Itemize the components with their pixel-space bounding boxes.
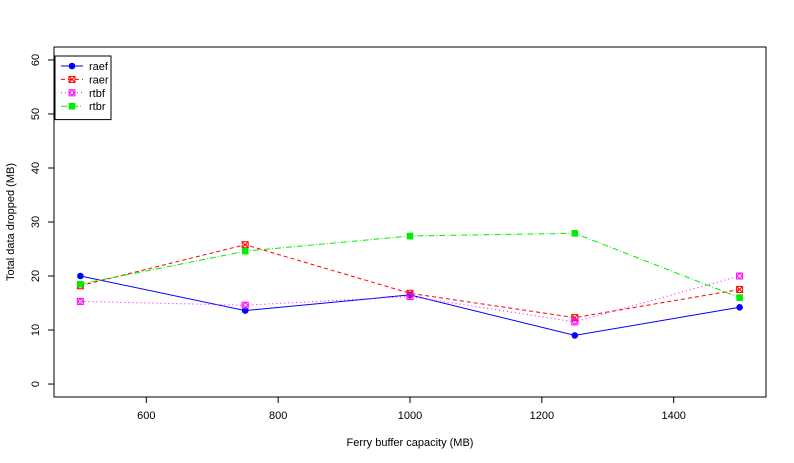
data-point-raef bbox=[571, 332, 579, 339]
data-point-rtbf bbox=[736, 272, 744, 280]
x-tick-label: 1400 bbox=[661, 410, 685, 422]
data-point-raer bbox=[241, 241, 249, 249]
legend-box bbox=[54, 55, 112, 121]
marker-box bbox=[571, 314, 579, 322]
series-line-rtbr bbox=[80, 232, 740, 299]
marker-box bbox=[736, 272, 744, 280]
y-tick-label: 20 bbox=[30, 270, 42, 282]
y-axis-title: Total data dropped (MB) bbox=[5, 163, 17, 281]
legend-label: rtbr bbox=[89, 101, 106, 113]
legend-item-rtbr: rtbr bbox=[61, 101, 106, 113]
legend-marker bbox=[68, 102, 76, 110]
series-line-raef bbox=[80, 275, 740, 336]
legend-label: rtbf bbox=[89, 88, 106, 100]
legend-item-raef: raef bbox=[61, 61, 109, 73]
data-point-rtbr bbox=[571, 230, 579, 237]
marker-ring bbox=[572, 319, 578, 325]
y-tick-label: 30 bbox=[30, 216, 42, 228]
marker-box bbox=[241, 241, 249, 249]
data-point-raef bbox=[736, 304, 743, 311]
marker-box bbox=[736, 286, 744, 294]
y-tick-label: 10 bbox=[30, 324, 42, 336]
x-tick-label: 600 bbox=[137, 410, 155, 422]
marker-ring bbox=[407, 294, 413, 300]
marker-cross bbox=[571, 314, 579, 321]
marker-cross bbox=[241, 241, 249, 249]
marker-ring bbox=[69, 90, 75, 96]
marker-cross bbox=[68, 76, 76, 83]
legend-item-rtbf: rtbf bbox=[61, 88, 106, 100]
legend-marker bbox=[68, 75, 76, 83]
marker-ring bbox=[77, 298, 83, 304]
y-tick-label: 40 bbox=[30, 162, 42, 174]
x-tick-label: 1000 bbox=[398, 410, 422, 422]
plot-frame bbox=[53, 46, 767, 398]
y-tick-label: 50 bbox=[30, 108, 42, 120]
x-axis-title: Ferry buffer capacity (MB) bbox=[347, 437, 474, 449]
series-rtbf bbox=[76, 272, 744, 326]
marker-box bbox=[571, 318, 579, 326]
legend-item-raer: raer bbox=[61, 74, 109, 86]
x-tick-label: 800 bbox=[269, 410, 287, 422]
marker-box bbox=[68, 75, 76, 83]
y-tick-label: 0 bbox=[30, 381, 42, 387]
data-point-rtbr bbox=[736, 294, 743, 301]
data-point-raer bbox=[571, 314, 579, 322]
y-axis: 0 10 20 30 40 50 60 bbox=[30, 54, 54, 387]
legend-marker bbox=[68, 89, 76, 97]
x-tick-label: 1200 bbox=[530, 410, 554, 422]
data-point-rtbf bbox=[571, 318, 579, 326]
series-raer bbox=[76, 241, 744, 322]
series-layer bbox=[76, 230, 744, 339]
series-line-raer bbox=[80, 244, 740, 319]
x-axis: 600 800 1000 1200 1400 bbox=[137, 397, 686, 422]
series-rtbr bbox=[77, 230, 743, 301]
legend-marker bbox=[68, 62, 76, 70]
data-point-rtbf bbox=[406, 293, 414, 301]
marker-box bbox=[76, 297, 84, 305]
marker-ring bbox=[737, 273, 743, 279]
data-point-rtbr bbox=[77, 280, 84, 288]
data-point-rtbf bbox=[241, 301, 249, 309]
legend-label: raer bbox=[89, 74, 109, 86]
marker-box bbox=[241, 301, 249, 309]
marker-box bbox=[406, 293, 414, 301]
data-point-rtbf bbox=[76, 297, 84, 305]
legend-label: raef bbox=[89, 61, 109, 73]
data-point-rtbr bbox=[241, 247, 249, 255]
marker-ring bbox=[242, 302, 248, 308]
marker-box bbox=[68, 89, 76, 97]
marker-cross bbox=[736, 286, 743, 293]
data-point-raef bbox=[77, 272, 84, 280]
data-point-rtbr bbox=[406, 232, 414, 240]
data-point-raer bbox=[736, 286, 744, 294]
y-tick-label: 60 bbox=[30, 54, 42, 66]
